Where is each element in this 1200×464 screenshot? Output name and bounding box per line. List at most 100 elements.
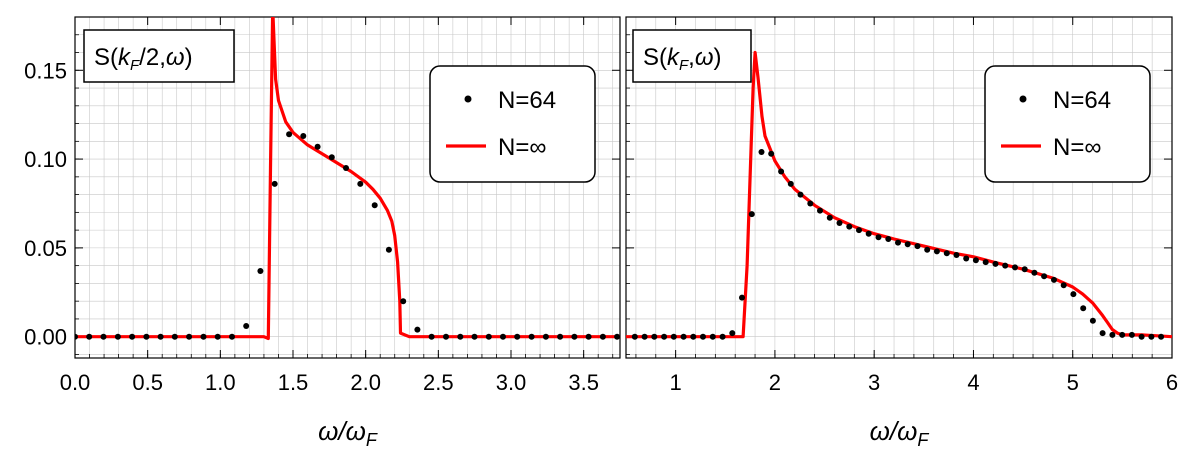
data-point-n64	[243, 323, 250, 329]
data-point-n64	[1002, 262, 1009, 269]
data-point-n64	[585, 333, 592, 340]
data-point-n64	[328, 154, 335, 161]
data-point-n64	[114, 333, 121, 340]
data-point-n64	[186, 333, 193, 340]
title-part: )	[185, 44, 193, 71]
data-point-n64	[904, 241, 911, 248]
y-axis: 0.00 0.05 0.10 0.15	[24, 16, 620, 355]
data-point-n64	[670, 333, 677, 340]
title-part: ω	[695, 44, 714, 71]
data-point-n64	[286, 131, 293, 138]
y-tick-label: 0.05	[24, 236, 67, 261]
data-point-n64	[778, 168, 785, 175]
data-point-n64	[817, 207, 823, 214]
x-axis-label-sub: F	[917, 430, 929, 450]
data-point-n64	[807, 200, 814, 207]
data-point-n64	[933, 248, 940, 255]
data-point-n64	[557, 333, 564, 340]
title-part: S(	[94, 44, 118, 71]
data-point-n64	[1158, 333, 1165, 340]
x-tick-label: 6	[1166, 370, 1178, 395]
legend-label-n-infinity: N=∞	[498, 134, 546, 161]
series-group	[75, 17, 620, 341]
x-tick-label: 1.0	[205, 370, 236, 395]
data-point-n64	[1031, 269, 1038, 276]
data-point-n64	[300, 133, 307, 139]
x-tick-label: 1	[670, 370, 682, 395]
data-point-n64	[680, 333, 687, 340]
data-point-n64	[200, 333, 207, 340]
data-point-n64	[943, 250, 950, 257]
legend-label-n64: N=64	[498, 87, 556, 114]
y-tick-label: 0.15	[24, 58, 67, 83]
data-point-n64	[661, 333, 668, 340]
data-point-n64	[992, 260, 999, 267]
panel-title: S(kF/2,ω)	[94, 44, 193, 74]
left-panel: 0.0 0.5 1.0 1.5 2.0 2.5 3.0 3.5 0.00 0.05 0.10 0.15…	[24, 16, 621, 450]
data-point-n64	[836, 220, 843, 226]
data-point-n64	[982, 259, 989, 266]
title-part: S(	[643, 44, 667, 71]
title-part: ,	[688, 44, 695, 71]
x-tick-label: 3.0	[496, 370, 527, 395]
data-point-n64	[1021, 266, 1028, 273]
data-point-n64	[651, 333, 658, 340]
data-point-n64	[1138, 333, 1145, 340]
legend: N=64 N=∞	[984, 65, 1151, 183]
data-point-n64	[1089, 317, 1096, 324]
data-point-n64	[129, 333, 136, 340]
data-point-n64	[457, 333, 464, 340]
legend-box	[984, 65, 1151, 183]
data-point-n64	[885, 236, 892, 242]
legend-marker-n64	[1019, 95, 1027, 103]
data-point-n64	[614, 333, 620, 340]
data-point-n64	[214, 333, 221, 340]
data-point-n64	[748, 211, 755, 218]
data-point-n64	[75, 333, 78, 340]
title-part: /2,	[139, 44, 166, 71]
data-point-n64	[1060, 282, 1067, 289]
data-point-n64	[1051, 276, 1057, 283]
x-axis: 0.0 0.5 1.0 1.5 2.0 2.5 3.0 3.5	[60, 17, 614, 395]
right-panel: 1 2 3 4 5 6ω/ωFS(kF,ω)N=64N=∞	[625, 16, 1178, 450]
data-point-n64	[514, 333, 521, 340]
data-point-n64	[143, 333, 150, 340]
data-point-n64	[428, 333, 435, 340]
data-point-n64	[271, 180, 278, 187]
data-point-n64	[641, 333, 648, 340]
data-point-n64	[914, 243, 921, 250]
data-point-n64	[414, 326, 421, 333]
series-group	[626, 50, 1172, 340]
panel-title: S(kF,ω)	[643, 44, 722, 74]
title-part: k	[667, 44, 681, 71]
x-tick-label: 4	[967, 370, 979, 395]
x-axis: 1 2 3 4 5 6	[635, 17, 1178, 395]
data-point-n64	[1041, 273, 1048, 280]
y-tick-label: 0.10	[24, 147, 67, 172]
data-point-n64	[758, 149, 765, 155]
data-point-n64	[719, 333, 726, 340]
data-point-n64	[924, 246, 931, 253]
data-point-n64	[1012, 264, 1018, 271]
x-axis-label-sub: F	[366, 430, 378, 450]
data-point-n64	[371, 202, 378, 209]
x-tick-label: 2	[769, 370, 781, 395]
legend-marker-n64	[464, 95, 472, 103]
data-point-n64	[631, 333, 638, 340]
data-point-n64	[542, 333, 549, 340]
data-point-n64	[875, 234, 882, 241]
data-point-n64	[443, 333, 449, 340]
legend-box	[429, 65, 596, 183]
data-point-n64	[500, 333, 506, 340]
data-point-n64	[856, 227, 862, 234]
data-point-n64	[599, 333, 606, 340]
data-point-n64	[972, 257, 979, 264]
data-point-n64	[257, 268, 264, 274]
data-point-n64	[1148, 333, 1155, 340]
data-point-n64	[787, 180, 794, 187]
data-point-n64	[357, 180, 364, 187]
data-point-n64	[86, 333, 93, 340]
title-part: F	[130, 57, 140, 74]
plot-frame	[625, 16, 1173, 359]
